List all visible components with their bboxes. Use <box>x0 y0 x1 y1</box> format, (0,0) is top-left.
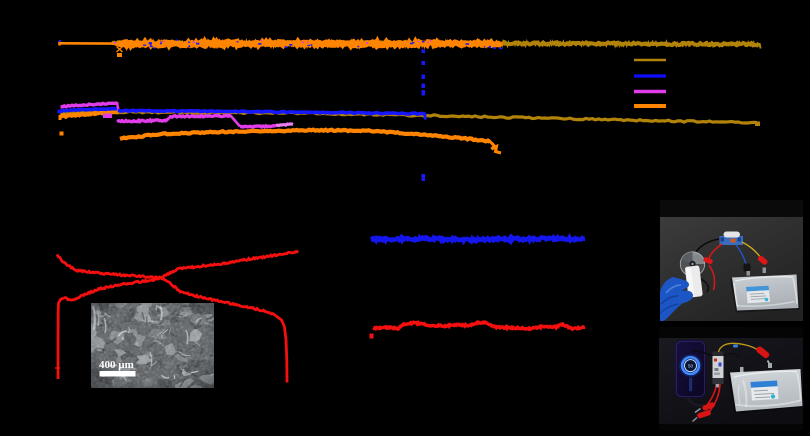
svg-text:400 µm: 400 µm <box>99 359 134 371</box>
svg-text:50: 50 <box>688 364 694 369</box>
